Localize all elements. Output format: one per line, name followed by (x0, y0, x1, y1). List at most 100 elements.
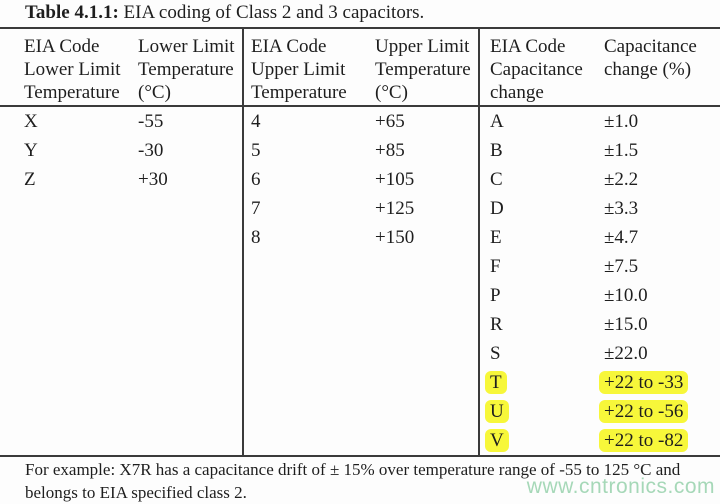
value-cell: +30 (138, 165, 242, 194)
value-text: ±15.0 (604, 314, 648, 335)
code-text: S (490, 343, 501, 364)
header-line: EIA Code (24, 36, 100, 57)
table-caption-text: EIA coding of Class 2 and 3 capacitors. (123, 2, 425, 23)
value-text-highlighted: +22 to -56 (599, 400, 689, 423)
section-lower-limit-temperature: EIA Code Lower Limit Temperature Lower L… (0, 29, 242, 455)
section-upper-limit-temperature: EIA Code Upper Limit Temperature Upper L… (242, 29, 478, 455)
value-cell: ±10.0 (604, 281, 720, 310)
table-caption: Table 4.1.1: EIA coding of Class 2 and 3… (25, 2, 424, 24)
code-text: E (490, 227, 502, 248)
value-text: +150 (375, 227, 415, 248)
code-text: Z (24, 169, 36, 190)
value-cell: ±3.3 (604, 194, 720, 223)
example-note-line2: belongs to EIA specified class 2. (25, 483, 247, 502)
code-text: B (490, 140, 503, 161)
section-capacitance-change: EIA Code Capacitance change Capacitance … (478, 29, 720, 455)
table-row: C ±2.2 (480, 165, 720, 194)
table-row: E ±4.7 (480, 223, 720, 252)
table-row: A ±1.0 (480, 107, 720, 136)
value-cell: +150 (375, 223, 478, 252)
header-line: Capacitance (604, 36, 697, 57)
code-text-highlighted: U (485, 400, 509, 423)
column-header-upper-limit-temperature: Upper Limit Temperature (°C) (375, 35, 478, 105)
value-cell: +85 (375, 136, 478, 165)
table-row: B ±1.5 (480, 136, 720, 165)
column-header-eia-code-capacitance-change: EIA Code Capacitance change (480, 35, 604, 105)
table-row: X -55 (0, 107, 242, 136)
header-line: EIA Code (490, 36, 566, 57)
table-row: 7 +125 (244, 194, 478, 223)
header-line: Capacitance (490, 59, 583, 80)
header-line: Temperature (138, 59, 234, 80)
code-text: 6 (251, 169, 261, 190)
value-text: +30 (138, 169, 168, 190)
value-cell: ±4.7 (604, 223, 720, 252)
code-cell: E (480, 223, 604, 252)
code-cell: Z (0, 165, 138, 194)
code-cell: 7 (244, 194, 375, 223)
eia-coding-table: EIA Code Lower Limit Temperature Lower L… (0, 27, 720, 457)
section-rows: A ±1.0 B ±1.5 C ±2.2 D ±3.3 E ±4.7 (480, 107, 720, 455)
table-row-highlighted: V +22 to -82 (480, 426, 720, 455)
code-cell: 6 (244, 165, 375, 194)
column-header-eia-code-lower-limit: EIA Code Lower Limit Temperature (0, 35, 138, 105)
table-row: Z +30 (0, 165, 242, 194)
code-text: R (490, 314, 503, 335)
header-line: Upper Limit (251, 59, 346, 80)
code-cell: V (480, 426, 604, 455)
value-cell: ±7.5 (604, 252, 720, 281)
table-row: 4 +65 (244, 107, 478, 136)
section-header: EIA Code Upper Limit Temperature Upper L… (244, 29, 478, 107)
header-line: (°C) (138, 82, 171, 103)
table-row: D ±3.3 (480, 194, 720, 223)
value-cell: +65 (375, 107, 478, 136)
section-rows: 4 +65 5 +85 6 +105 7 +125 8 +150 (244, 107, 478, 252)
code-cell: 5 (244, 136, 375, 165)
table-row: F ±7.5 (480, 252, 720, 281)
code-cell: A (480, 107, 604, 136)
value-text: +85 (375, 140, 405, 161)
section-header: EIA Code Lower Limit Temperature Lower L… (0, 29, 242, 107)
section-header: EIA Code Capacitance change Capacitance … (480, 29, 720, 107)
code-text: F (490, 256, 501, 277)
table-row-highlighted: U +22 to -56 (480, 397, 720, 426)
code-cell: R (480, 310, 604, 339)
code-text: D (490, 198, 504, 219)
value-text: +65 (375, 111, 405, 132)
value-text-highlighted: +22 to -33 (599, 371, 689, 394)
value-cell: ±15.0 (604, 310, 720, 339)
code-text: A (490, 111, 504, 132)
code-cell: U (480, 397, 604, 426)
header-line: Upper Limit (375, 36, 470, 57)
table-row-highlighted: T +22 to -33 (480, 368, 720, 397)
value-cell: +22 to -82 (599, 426, 720, 455)
value-text: ±1.5 (604, 140, 639, 161)
table-row: 8 +150 (244, 223, 478, 252)
column-header-eia-code-upper-limit: EIA Code Upper Limit Temperature (244, 35, 375, 105)
header-line: Temperature (251, 82, 347, 103)
code-text-highlighted: T (485, 371, 507, 394)
value-text: ±7.5 (604, 256, 639, 277)
code-cell: X (0, 107, 138, 136)
value-text-highlighted: +22 to -82 (599, 429, 689, 452)
value-text: +105 (375, 169, 415, 190)
table-row: 5 +85 (244, 136, 478, 165)
value-cell: +22 to -33 (599, 368, 720, 397)
value-cell: ±2.2 (604, 165, 720, 194)
value-text: ±22.0 (604, 343, 648, 364)
code-cell: T (480, 368, 604, 397)
value-text: ±4.7 (604, 227, 639, 248)
code-text: 8 (251, 227, 261, 248)
code-cell: P (480, 281, 604, 310)
value-text: ±2.2 (604, 169, 639, 190)
watermark-text: www.cntronics.com (526, 475, 715, 498)
column-header-lower-limit-temperature: Lower Limit Temperature (°C) (138, 35, 242, 105)
example-note-line1: For example: X7R has a capacitance drift… (25, 460, 681, 479)
value-text: +125 (375, 198, 415, 219)
code-text: 4 (251, 111, 261, 132)
header-line: Lower Limit (138, 36, 235, 57)
code-cell: F (480, 252, 604, 281)
code-text: Y (24, 140, 38, 161)
code-cell: S (480, 339, 604, 368)
